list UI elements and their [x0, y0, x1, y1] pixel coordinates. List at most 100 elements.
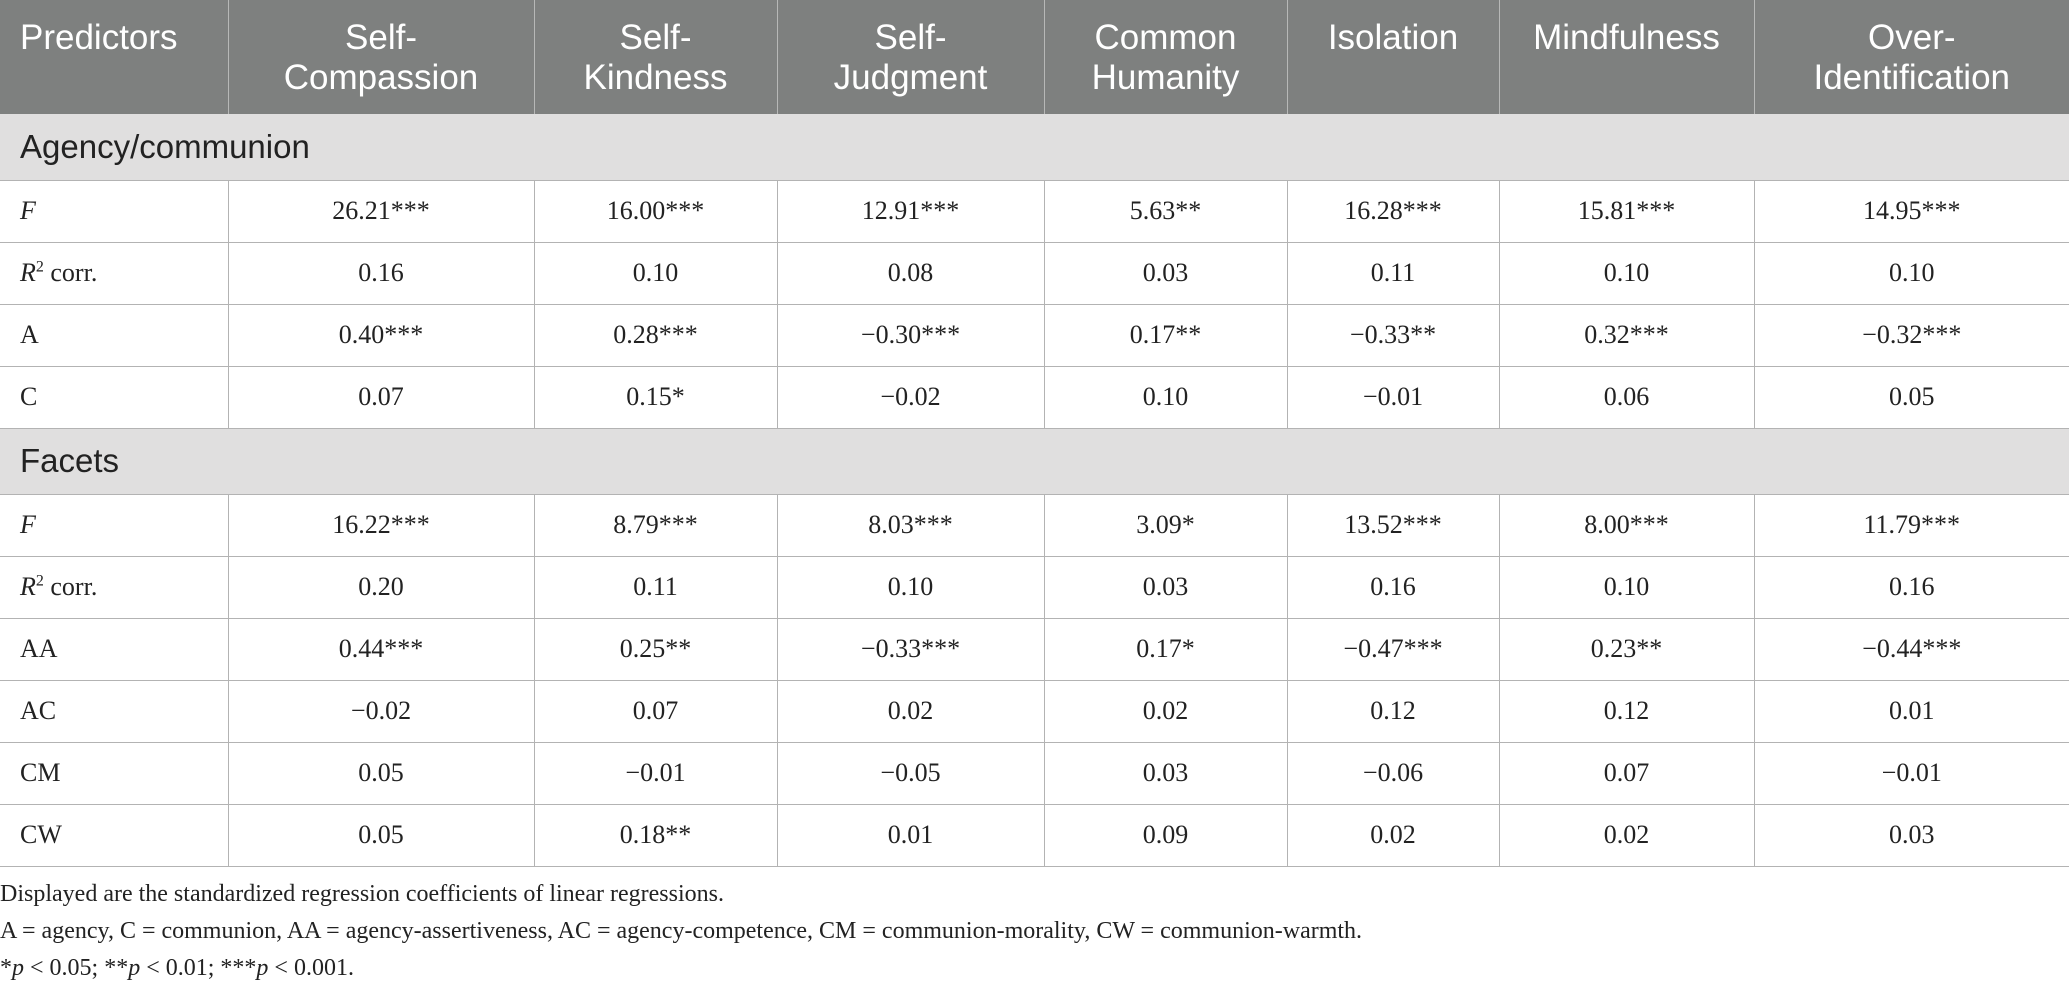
- cell: 0.07: [534, 680, 778, 743]
- cell: 0.03: [1754, 804, 2069, 867]
- cell: 0.17*: [1044, 618, 1288, 681]
- table-row: F 16.22*** 8.79*** 8.03*** 3.09* 13.52**…: [0, 494, 2069, 557]
- cell: 0.11: [1287, 242, 1500, 305]
- cell: 0.07: [1499, 742, 1755, 805]
- cell: 8.00***: [1499, 494, 1755, 557]
- cell: 0.40***: [228, 304, 535, 367]
- note-line-2: A = agency, C = communion, AA = agency-a…: [0, 918, 1363, 944]
- cell: −0.01: [534, 742, 778, 805]
- cell: 0.17**: [1044, 304, 1288, 367]
- cell: 8.79***: [534, 494, 778, 557]
- cell: 0.44***: [228, 618, 535, 681]
- table-row: AC −0.02 0.07 0.02 0.02 0.12 0.12 0.01: [0, 680, 2069, 743]
- table-row: AA 0.44*** 0.25** −0.33*** 0.17* −0.47**…: [0, 618, 2069, 681]
- cell: −0.47***: [1287, 618, 1500, 681]
- cell: 5.63**: [1044, 180, 1288, 243]
- cell: 0.10: [1754, 242, 2069, 305]
- header-over-identification: Over- Identification: [1754, 0, 2069, 114]
- table-row: CM 0.05 −0.01 −0.05 0.03 −0.06 0.07 −0.0…: [0, 742, 2069, 805]
- section-title: Facets: [0, 428, 2069, 495]
- row-label: CM: [0, 742, 229, 805]
- cell: 16.28***: [1287, 180, 1500, 243]
- table-row: R2 corr. 0.20 0.11 0.10 0.03 0.16 0.10 0…: [0, 556, 2069, 619]
- cell: −0.01: [1287, 366, 1500, 429]
- row-label: R2 corr.: [0, 556, 229, 619]
- cell: 0.02: [1044, 680, 1288, 743]
- cell: −0.06: [1287, 742, 1500, 805]
- cell: 0.07: [228, 366, 535, 429]
- cell: 14.95***: [1754, 180, 2069, 243]
- row-label: CW: [0, 804, 229, 867]
- cell: 0.05: [1754, 366, 2069, 429]
- cell: 0.16: [228, 242, 535, 305]
- cell: 0.10: [1044, 366, 1288, 429]
- cell: 0.16: [1754, 556, 2069, 619]
- cell: 0.12: [1499, 680, 1755, 743]
- row-label: C: [0, 366, 229, 429]
- cell: −0.01: [1754, 742, 2069, 805]
- cell: −0.30***: [777, 304, 1045, 367]
- table-body: Agency/communion F 26.21*** 16.00*** 12.…: [0, 114, 2069, 867]
- cell: 0.02: [777, 680, 1045, 743]
- cell: −0.33**: [1287, 304, 1500, 367]
- cell: 0.03: [1044, 242, 1288, 305]
- section-title: Agency/communion: [0, 114, 2069, 181]
- cell: 8.03***: [777, 494, 1045, 557]
- cell: 0.10: [777, 556, 1045, 619]
- cell: 0.10: [534, 242, 778, 305]
- header-isolation: Isolation: [1287, 0, 1500, 114]
- cell: 0.02: [1499, 804, 1755, 867]
- cell: 0.09: [1044, 804, 1288, 867]
- table-notes: Displayed are the standardized regressio…: [0, 876, 1362, 987]
- header-common-humanity: Common Humanity: [1044, 0, 1288, 114]
- header-self-kindness: Self- Kindness: [534, 0, 778, 114]
- cell: 0.05: [228, 742, 535, 805]
- row-label: AC: [0, 680, 229, 743]
- cell: 0.20: [228, 556, 535, 619]
- cell: −0.05: [777, 742, 1045, 805]
- header-mindfulness: Mindfulness: [1499, 0, 1755, 114]
- table-row: C 0.07 0.15* −0.02 0.10 −0.01 0.06 0.05: [0, 366, 2069, 429]
- cell: 16.22***: [228, 494, 535, 557]
- header-self-judgment: Self- Judgment: [777, 0, 1045, 114]
- cell: 0.08: [777, 242, 1045, 305]
- header-self-compassion: Self- Compassion: [228, 0, 535, 114]
- cell: 0.11: [534, 556, 778, 619]
- cell: 0.01: [777, 804, 1045, 867]
- cell: 11.79***: [1754, 494, 2069, 557]
- table-row: R2 corr. 0.16 0.10 0.08 0.03 0.11 0.10 0…: [0, 242, 2069, 305]
- cell: 0.01: [1754, 680, 2069, 743]
- cell: −0.33***: [777, 618, 1045, 681]
- table-row: A 0.40*** 0.28*** −0.30*** 0.17** −0.33*…: [0, 304, 2069, 367]
- cell: 0.18**: [534, 804, 778, 867]
- cell: 0.12: [1287, 680, 1500, 743]
- cell: 3.09*: [1044, 494, 1288, 557]
- cell: 0.03: [1044, 556, 1288, 619]
- row-label: F: [0, 494, 229, 557]
- cell: −0.02: [777, 366, 1045, 429]
- cell: 15.81***: [1499, 180, 1755, 243]
- header-predictors: Predictors: [0, 0, 229, 114]
- cell: 0.06: [1499, 366, 1755, 429]
- cell: 0.05: [228, 804, 535, 867]
- cell: −0.32***: [1754, 304, 2069, 367]
- table-row: CW 0.05 0.18** 0.01 0.09 0.02 0.02 0.03: [0, 804, 2069, 867]
- section-row-facets: Facets: [0, 428, 2069, 495]
- cell: 13.52***: [1287, 494, 1500, 557]
- header-row: Predictors Self- Compassion Self- Kindness…: [0, 0, 2069, 114]
- cell: 26.21***: [228, 180, 535, 243]
- cell: 0.32***: [1499, 304, 1755, 367]
- row-label: R2 corr.: [0, 242, 229, 305]
- cell: 12.91***: [777, 180, 1045, 243]
- cell: 0.03: [1044, 742, 1288, 805]
- note-line-3: *p < 0.05; **p < 0.01; ***p < 0.001.: [0, 955, 354, 981]
- cell: 0.28***: [534, 304, 778, 367]
- cell: 0.25**: [534, 618, 778, 681]
- row-label: A: [0, 304, 229, 367]
- row-label: AA: [0, 618, 229, 681]
- cell: 0.10: [1499, 556, 1755, 619]
- cell: 0.16: [1287, 556, 1500, 619]
- cell: 0.23**: [1499, 618, 1755, 681]
- cell: 0.02: [1287, 804, 1500, 867]
- cell: 0.10: [1499, 242, 1755, 305]
